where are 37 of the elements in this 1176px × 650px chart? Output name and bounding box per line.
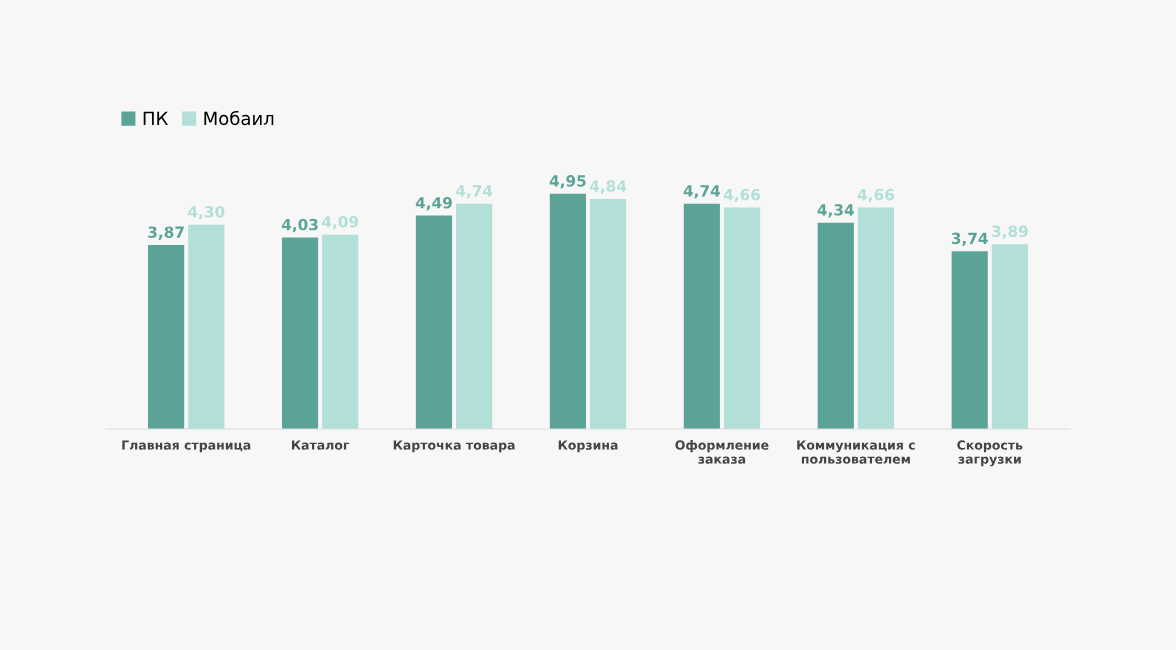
data-label: 4,66 bbox=[857, 188, 894, 203]
bar bbox=[817, 222, 854, 429]
x-tick-label: Главная страница bbox=[122, 440, 251, 453]
bar bbox=[549, 193, 586, 429]
data-label: 4,49 bbox=[415, 196, 452, 211]
data-label: 4,66 bbox=[723, 188, 761, 203]
legend-label: ПК bbox=[143, 111, 168, 125]
data-label: 4,34 bbox=[817, 204, 854, 218]
data-label: 3,87 bbox=[148, 226, 184, 240]
bar bbox=[281, 237, 319, 429]
x-tick-label: Каталог bbox=[291, 440, 350, 450]
data-label: 4,84 bbox=[589, 180, 627, 194]
bar bbox=[415, 215, 453, 429]
bar bbox=[456, 203, 493, 429]
legend-label: Мобаил bbox=[204, 110, 274, 126]
bar bbox=[188, 224, 225, 429]
x-tick-label: Оформление заказа bbox=[675, 440, 769, 464]
x-tick-label: Коммуникация с пользователем bbox=[797, 440, 915, 464]
x-tick-label: Карточка товара bbox=[393, 440, 515, 453]
bar bbox=[590, 198, 627, 429]
bar bbox=[148, 245, 185, 429]
bar bbox=[683, 203, 720, 429]
bar bbox=[723, 207, 761, 429]
x-tick-label: Скорость загрузки bbox=[957, 440, 1023, 467]
bar bbox=[857, 207, 895, 429]
bar bbox=[322, 234, 359, 429]
data-label: 4,09 bbox=[322, 215, 359, 230]
data-label: 4,03 bbox=[281, 218, 318, 233]
bar bbox=[991, 244, 1028, 429]
data-label: 4,74 bbox=[683, 185, 720, 199]
data-label: 4,95 bbox=[549, 175, 586, 189]
data-label: 3,89 bbox=[992, 225, 1028, 239]
bar bbox=[951, 251, 988, 429]
data-label: 3,74 bbox=[951, 232, 988, 247]
x-tick-label: Корзина bbox=[558, 440, 618, 453]
data-label: 4,30 bbox=[188, 205, 225, 220]
data-label: 4,74 bbox=[456, 185, 493, 199]
